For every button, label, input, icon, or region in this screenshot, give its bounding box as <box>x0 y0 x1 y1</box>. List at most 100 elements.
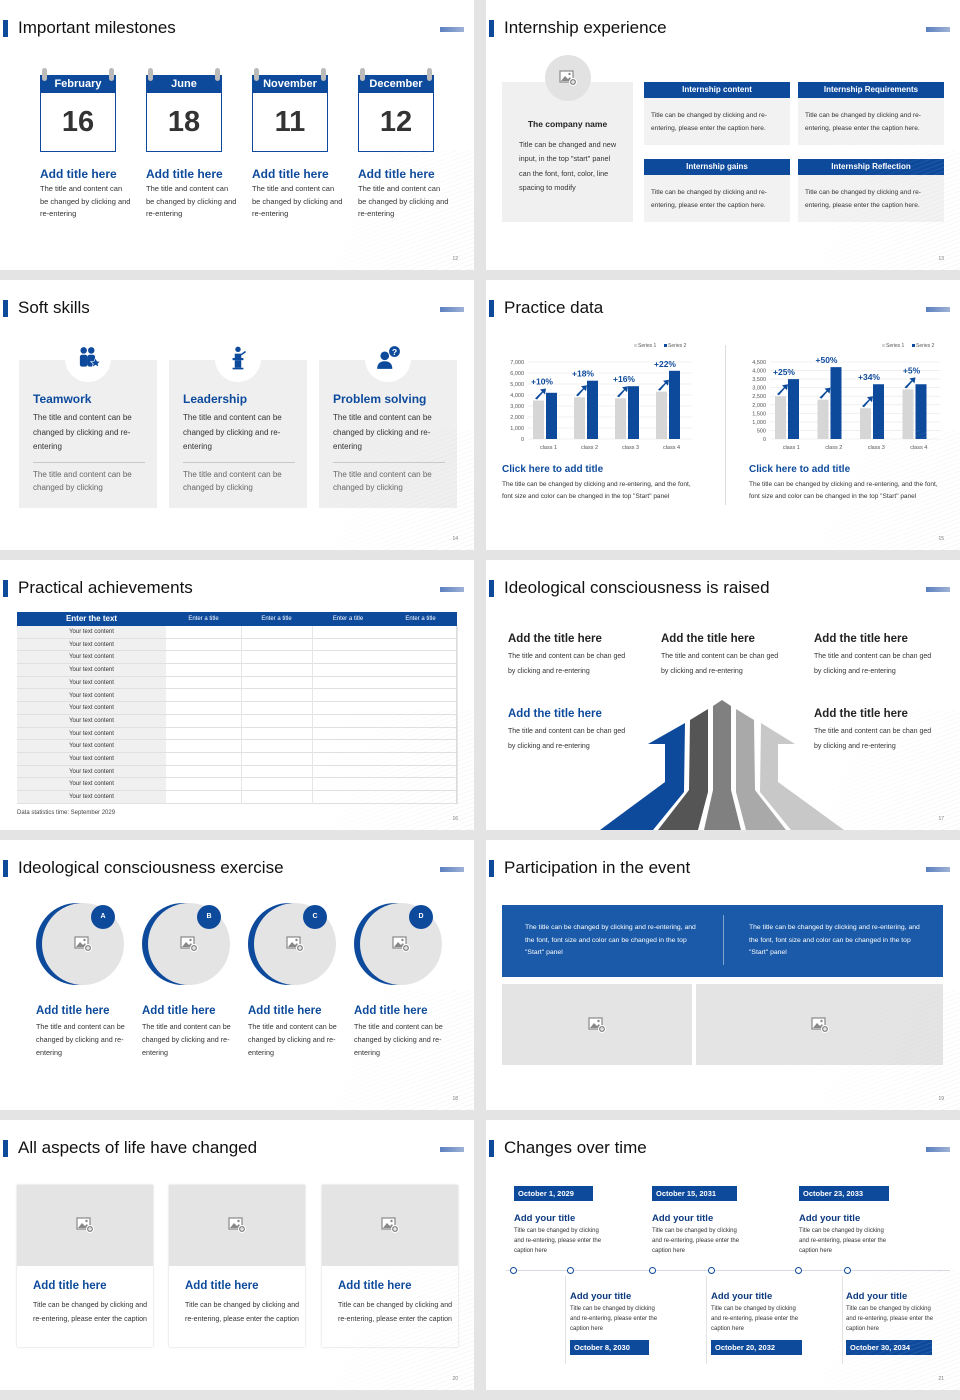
slide-13: Internship experience 13 The company name T… <box>486 0 960 270</box>
logo <box>926 27 950 32</box>
event-title: Add your title <box>799 1213 861 1224</box>
milestone-title[interactable]: Add title here <box>252 167 329 181</box>
page-number: 17 <box>938 816 944 822</box>
image-placeholder-icon[interactable] <box>381 1217 399 1233</box>
x-tick-label: class 3 <box>622 445 639 451</box>
table-cell[interactable]: Your text content <box>69 654 114 661</box>
table-cell[interactable]: Your text content <box>69 679 114 686</box>
legend-swatch <box>634 344 637 347</box>
company-text: Title can be changed and new input, in t… <box>519 140 617 193</box>
timeline-node[interactable] <box>566 1266 574 1274</box>
column-header: Enter a title <box>188 616 219 622</box>
item-text: The title and content can be changed by … <box>354 1022 443 1057</box>
table-row <box>17 766 457 779</box>
title-accent-bar <box>3 20 8 37</box>
table-cell[interactable]: Your text content <box>69 629 114 635</box>
skill-title: Leadership <box>183 392 248 406</box>
chart-caption-title[interactable]: Click here to add title <box>749 464 851 475</box>
table-cell[interactable]: Your text content <box>69 667 114 674</box>
title-accent-bar <box>489 20 494 37</box>
date-badge: October 8, 2030 <box>570 1340 649 1355</box>
table-row <box>17 728 457 741</box>
timeline-node[interactable] <box>509 1266 517 1274</box>
timeline-node[interactable] <box>794 1266 802 1274</box>
bar-series-2 <box>628 386 639 439</box>
connector-line <box>565 1276 566 1364</box>
milestone-title[interactable]: Add title here <box>146 167 223 181</box>
calendar-ring-icon <box>427 68 432 81</box>
timeline-node[interactable] <box>843 1266 851 1274</box>
image-placeholder-icon[interactable] <box>76 1217 94 1233</box>
x-tick-label: class 3 <box>868 445 885 451</box>
calendar-month: December <box>358 75 434 93</box>
milestone-text: The title and content can be changed by … <box>40 184 131 219</box>
arrow-lightest-gray-icon <box>760 723 844 830</box>
item-text: The title and content can be changed by … <box>36 1022 125 1057</box>
image-placeholder[interactable] <box>17 1185 153 1266</box>
column-divider <box>457 626 458 804</box>
bar-series-2 <box>915 384 927 439</box>
milestone-title[interactable]: Add title here <box>358 167 435 181</box>
table-cell[interactable]: Your text content <box>69 717 114 724</box>
bar-series-1 <box>817 399 829 439</box>
slide-14: Soft skills 14 Teamwork The title and conte… <box>0 280 474 550</box>
item-title: Add title here <box>142 1005 216 1017</box>
date-badge: October 20, 2032 <box>711 1340 802 1355</box>
slide-title: Changes over time <box>504 1138 647 1157</box>
arrow-blue-icon <box>600 723 685 830</box>
table-cell[interactable]: Your text content <box>69 730 114 737</box>
image-placeholder-icon[interactable] <box>74 936 92 952</box>
milestone-title[interactable]: Add title here <box>40 167 117 181</box>
calendar-day: 11 <box>252 93 328 152</box>
table-cell[interactable]: Your text content <box>69 781 114 788</box>
timeline-node[interactable] <box>648 1266 656 1274</box>
skill-text: The title and content can be changed by … <box>333 413 432 451</box>
table-cell[interactable]: Your text content <box>69 756 114 762</box>
slide-title: Internship experience <box>504 18 667 37</box>
timeline-node[interactable] <box>707 1266 715 1274</box>
image-placeholder[interactable] <box>502 984 692 1065</box>
box-text: Title can be changed by clicking and re-… <box>798 98 944 145</box>
table-cell[interactable]: Your text content <box>69 692 114 699</box>
event-text: Title can be changed by clicking and re-… <box>570 1306 658 1332</box>
image-placeholder-icon[interactable] <box>286 936 304 952</box>
timeline-line <box>506 1270 950 1271</box>
table-cell[interactable]: Your text content <box>69 768 114 775</box>
image-placeholder[interactable] <box>322 1185 458 1266</box>
first-column-bg <box>17 626 166 804</box>
arrow-light-gray-icon <box>736 709 786 830</box>
table-row <box>17 715 457 728</box>
company-image-circle[interactable] <box>545 55 591 101</box>
image-placeholder-icon[interactable] <box>559 70 577 86</box>
image-placeholder[interactable] <box>169 1185 305 1266</box>
calendar-month: June <box>146 75 222 93</box>
image-placeholder-icon[interactable] <box>810 1017 829 1033</box>
y-tick-label: 2,500 <box>752 394 766 400</box>
table-cell[interactable]: Your text content <box>69 705 114 712</box>
slide-18: Ideological consciousness exercise 18 A Add… <box>0 840 474 1110</box>
table-cell[interactable]: Your text content <box>69 743 114 750</box>
image-circle[interactable] <box>42 903 124 985</box>
image-placeholder-icon[interactable] <box>588 1017 606 1033</box>
image-placeholder-icon[interactable] <box>392 936 410 952</box>
legend-swatch <box>882 344 885 347</box>
card-text: Title can be changed by clicking and re-… <box>338 1301 453 1323</box>
up-arrow-icon <box>576 385 587 397</box>
up-arrow-icon <box>777 384 788 396</box>
table-cell[interactable]: Your text content <box>69 641 114 648</box>
image-placeholder[interactable] <box>696 984 943 1065</box>
table-border <box>456 626 457 804</box>
image-placeholder-icon[interactable] <box>180 936 198 952</box>
logo <box>440 867 464 872</box>
title-accent-bar <box>489 1140 494 1157</box>
data-label: +25% <box>773 367 795 377</box>
image-placeholder-icon[interactable] <box>228 1217 246 1233</box>
chart-caption-title[interactable]: Click here to add title <box>502 464 604 475</box>
table-cell[interactable]: Your text content <box>69 794 114 801</box>
event-title: Add your title <box>846 1291 908 1302</box>
logo <box>926 307 950 312</box>
bar-series-2 <box>587 380 598 439</box>
column-header: Enter a title <box>332 616 364 622</box>
data-label: +18% <box>572 369 594 379</box>
title-accent-bar <box>3 1140 8 1157</box>
